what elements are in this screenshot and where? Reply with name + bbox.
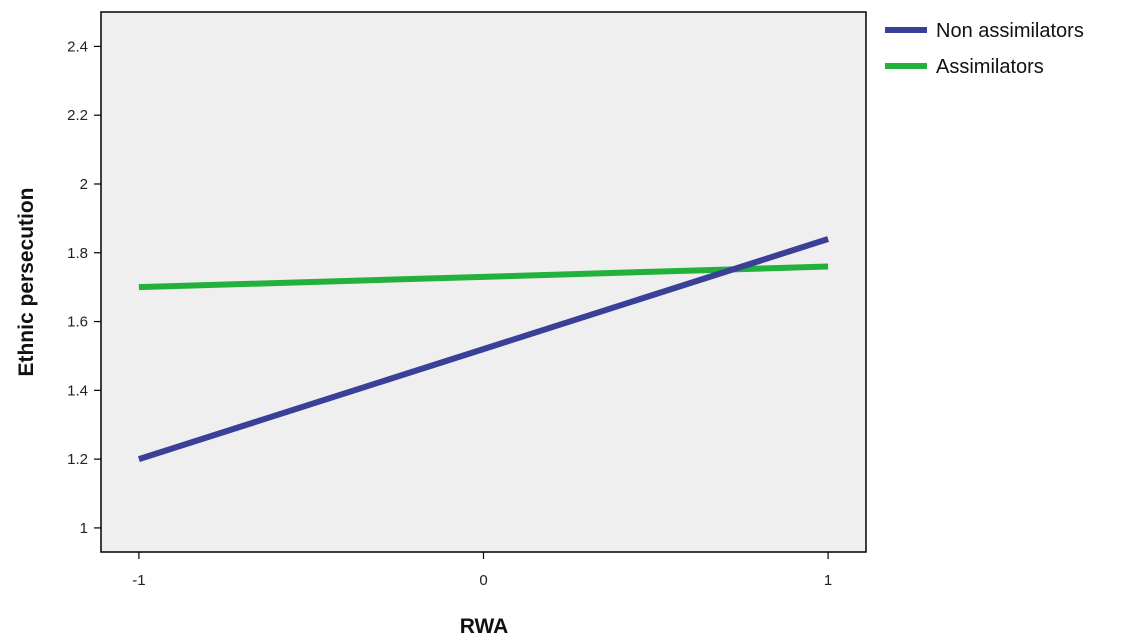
- x-axis-title: RWA: [460, 615, 509, 638]
- y-tick-label: 2.2: [67, 107, 88, 124]
- y-tick-label: 1.2: [67, 451, 88, 468]
- x-axis: -1 0 1: [132, 552, 832, 589]
- legend-label: Assimilators: [936, 56, 1044, 78]
- legend-label: Non assimilators: [936, 20, 1084, 42]
- y-tick-label: 2.4: [67, 38, 88, 55]
- y-axis: 1 1.2 1.4 1.6 1.8 2 2.2 2.4: [67, 38, 101, 537]
- series-line-assimilators: [138, 263, 829, 291]
- series-line-non-assimilators: [137, 236, 830, 462]
- y-tick-label: 1.4: [67, 382, 88, 399]
- y-tick-label: 1: [80, 520, 88, 537]
- y-tick-label: 1.6: [67, 314, 88, 331]
- x-tick-label: -1: [132, 572, 145, 589]
- legend: Non assimilators Assimilators: [885, 20, 1084, 78]
- series-lines: [137, 236, 830, 462]
- x-tick-label: 0: [479, 572, 487, 589]
- y-tick-label: 2: [80, 176, 88, 193]
- y-axis-title: Ethnic persecution: [15, 187, 38, 376]
- x-tick-label: 1: [824, 572, 832, 589]
- y-tick-label: 1.8: [67, 245, 88, 262]
